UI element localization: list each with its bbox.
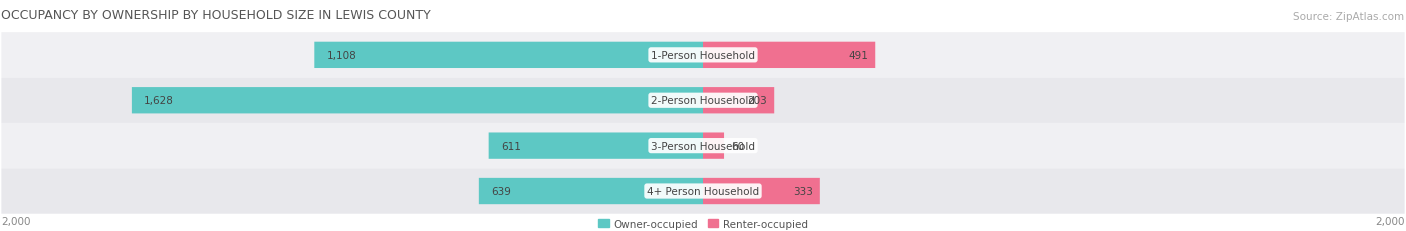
Text: 333: 333	[793, 186, 813, 196]
FancyBboxPatch shape	[1, 123, 1405, 169]
Text: Source: ZipAtlas.com: Source: ZipAtlas.com	[1294, 12, 1405, 22]
FancyBboxPatch shape	[703, 178, 820, 204]
Text: 1-Person Household: 1-Person Household	[651, 51, 755, 61]
Text: 1,108: 1,108	[326, 51, 356, 61]
Text: OCCUPANCY BY OWNERSHIP BY HOUSEHOLD SIZE IN LEWIS COUNTY: OCCUPANCY BY OWNERSHIP BY HOUSEHOLD SIZE…	[1, 9, 432, 22]
Legend: Owner-occupied, Renter-occupied: Owner-occupied, Renter-occupied	[595, 215, 811, 231]
Text: 491: 491	[848, 51, 869, 61]
FancyBboxPatch shape	[1, 33, 1405, 78]
FancyBboxPatch shape	[1, 169, 1405, 214]
Text: 2,000: 2,000	[1375, 216, 1405, 226]
Text: 4+ Person Household: 4+ Person Household	[647, 186, 759, 196]
FancyBboxPatch shape	[703, 133, 724, 159]
FancyBboxPatch shape	[489, 133, 703, 159]
FancyBboxPatch shape	[315, 43, 703, 69]
Text: 639: 639	[491, 186, 510, 196]
Text: 60: 60	[731, 141, 744, 151]
Text: 2-Person Household: 2-Person Household	[651, 96, 755, 106]
Text: 611: 611	[501, 141, 520, 151]
Text: 203: 203	[748, 96, 768, 106]
FancyBboxPatch shape	[1, 78, 1405, 123]
FancyBboxPatch shape	[132, 88, 703, 114]
Text: 2,000: 2,000	[1, 216, 31, 226]
FancyBboxPatch shape	[479, 178, 703, 204]
FancyBboxPatch shape	[703, 43, 876, 69]
FancyBboxPatch shape	[703, 88, 775, 114]
Text: 3-Person Household: 3-Person Household	[651, 141, 755, 151]
Text: 1,628: 1,628	[145, 96, 174, 106]
